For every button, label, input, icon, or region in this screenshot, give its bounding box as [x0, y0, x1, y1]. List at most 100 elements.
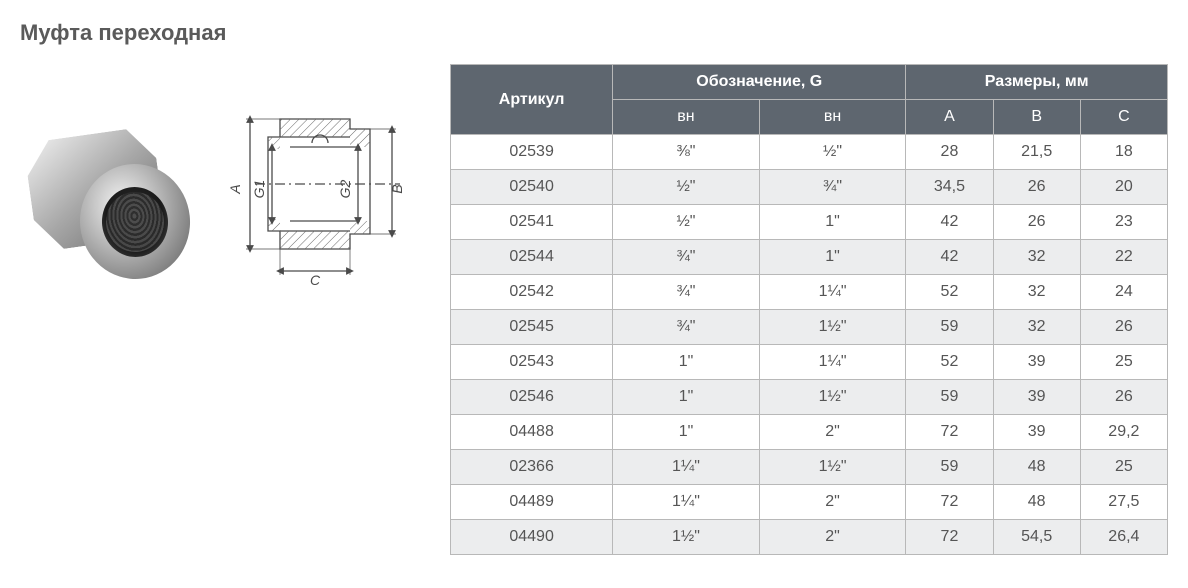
- cell-B: 54,5: [993, 520, 1080, 555]
- cell-vn2: 1¼": [759, 345, 906, 380]
- cell-A: 72: [906, 485, 993, 520]
- table-row: 044881"2"723929,2: [451, 415, 1168, 450]
- cell-vn1: 1": [613, 380, 760, 415]
- cell-art: 04488: [451, 415, 613, 450]
- cell-B: 39: [993, 345, 1080, 380]
- cell-vn1: 1": [613, 345, 760, 380]
- content-row: A G1 G2 B C Артикул Обозначение, G Разме…: [20, 64, 1168, 555]
- cell-vn1: 1¼": [613, 450, 760, 485]
- cell-A: 34,5: [906, 170, 993, 205]
- table-row: 044901½"2"7254,526,4: [451, 520, 1168, 555]
- cell-A: 59: [906, 450, 993, 485]
- cell-C: 25: [1080, 345, 1167, 380]
- dim-B-label: B: [389, 184, 405, 193]
- cell-vn2: 1": [759, 240, 906, 275]
- cell-C: 27,5: [1080, 485, 1167, 520]
- table-row: 02544¾"1"423222: [451, 240, 1168, 275]
- th-designation: Обозначение, G: [613, 65, 906, 100]
- cell-A: 52: [906, 345, 993, 380]
- dim-G1-label: G1: [251, 180, 267, 199]
- cell-vn1: 1¼": [613, 485, 760, 520]
- cell-vn1: ½": [613, 205, 760, 240]
- cell-A: 52: [906, 275, 993, 310]
- table-row: 02540½"¾"34,52620: [451, 170, 1168, 205]
- cell-B: 48: [993, 485, 1080, 520]
- cell-vn2: 2": [759, 485, 906, 520]
- dim-A-label: A: [227, 184, 243, 194]
- cell-B: 32: [993, 275, 1080, 310]
- cell-C: 26: [1080, 380, 1167, 415]
- cell-art: 02546: [451, 380, 613, 415]
- table-row: 02541½"1"422623: [451, 205, 1168, 240]
- cell-vn1: ¾": [613, 240, 760, 275]
- cell-vn2: 1": [759, 205, 906, 240]
- cell-art: 02541: [451, 205, 613, 240]
- cell-art: 02545: [451, 310, 613, 345]
- th-C: C: [1080, 100, 1167, 135]
- table-row: 025431"1¼"523925: [451, 345, 1168, 380]
- cell-vn2: 2": [759, 520, 906, 555]
- cell-vn2: 1½": [759, 450, 906, 485]
- cell-A: 72: [906, 520, 993, 555]
- cell-C: 26,4: [1080, 520, 1167, 555]
- cell-C: 24: [1080, 275, 1167, 310]
- th-B: B: [993, 100, 1080, 135]
- cell-vn1: ¾": [613, 310, 760, 345]
- th-article: Артикул: [451, 65, 613, 135]
- table-row: 02539⅜"½"2821,518: [451, 135, 1168, 170]
- table-row: 02542¾"1¼"523224: [451, 275, 1168, 310]
- table-body: 02539⅜"½"2821,51802540½"¾"34,5262002541½…: [451, 135, 1168, 555]
- cell-vn2: 2": [759, 415, 906, 450]
- cell-art: 02540: [451, 170, 613, 205]
- product-photo: [20, 94, 190, 294]
- cell-A: 59: [906, 380, 993, 415]
- cell-vn1: ½": [613, 170, 760, 205]
- cell-vn2: ¾": [759, 170, 906, 205]
- cell-vn2: 1¼": [759, 275, 906, 310]
- cell-B: 21,5: [993, 135, 1080, 170]
- cell-B: 32: [993, 240, 1080, 275]
- page-title: Муфта переходная: [20, 20, 1168, 46]
- cell-vn2: 1½": [759, 310, 906, 345]
- cell-vn2: ½": [759, 135, 906, 170]
- cell-vn1: 1½": [613, 520, 760, 555]
- th-vn2: вн: [759, 100, 906, 135]
- cell-vn1: ⅜": [613, 135, 760, 170]
- technical-diagram: A G1 G2 B C: [200, 99, 430, 289]
- cell-B: 48: [993, 450, 1080, 485]
- cell-B: 26: [993, 170, 1080, 205]
- cell-A: 42: [906, 205, 993, 240]
- cell-C: 18: [1080, 135, 1167, 170]
- cell-C: 29,2: [1080, 415, 1167, 450]
- cell-A: 28: [906, 135, 993, 170]
- cell-art: 02366: [451, 450, 613, 485]
- cell-B: 39: [993, 380, 1080, 415]
- table-row: 02545¾"1½"593226: [451, 310, 1168, 345]
- cell-vn1: ¾": [613, 275, 760, 310]
- cell-art: 02539: [451, 135, 613, 170]
- cell-C: 22: [1080, 240, 1167, 275]
- cell-C: 23: [1080, 205, 1167, 240]
- cell-vn2: 1½": [759, 380, 906, 415]
- cell-art: 04489: [451, 485, 613, 520]
- th-vn1: вн: [613, 100, 760, 135]
- cell-A: 59: [906, 310, 993, 345]
- cell-A: 72: [906, 415, 993, 450]
- cell-C: 26: [1080, 310, 1167, 345]
- spec-table: Артикул Обозначение, G Размеры, мм вн вн…: [450, 64, 1168, 555]
- cell-B: 26: [993, 205, 1080, 240]
- cell-C: 25: [1080, 450, 1167, 485]
- cell-art: 02542: [451, 275, 613, 310]
- cell-B: 39: [993, 415, 1080, 450]
- cell-A: 42: [906, 240, 993, 275]
- cell-B: 32: [993, 310, 1080, 345]
- dim-C-label: C: [310, 272, 321, 288]
- table-row: 025461"1½"593926: [451, 380, 1168, 415]
- table-row: 023661¼"1½"594825: [451, 450, 1168, 485]
- th-dimensions: Размеры, мм: [906, 65, 1168, 100]
- th-A: A: [906, 100, 993, 135]
- dim-G2-label: G2: [337, 179, 353, 198]
- table-row: 044891¼"2"724827,5: [451, 485, 1168, 520]
- cell-C: 20: [1080, 170, 1167, 205]
- cell-art: 02544: [451, 240, 613, 275]
